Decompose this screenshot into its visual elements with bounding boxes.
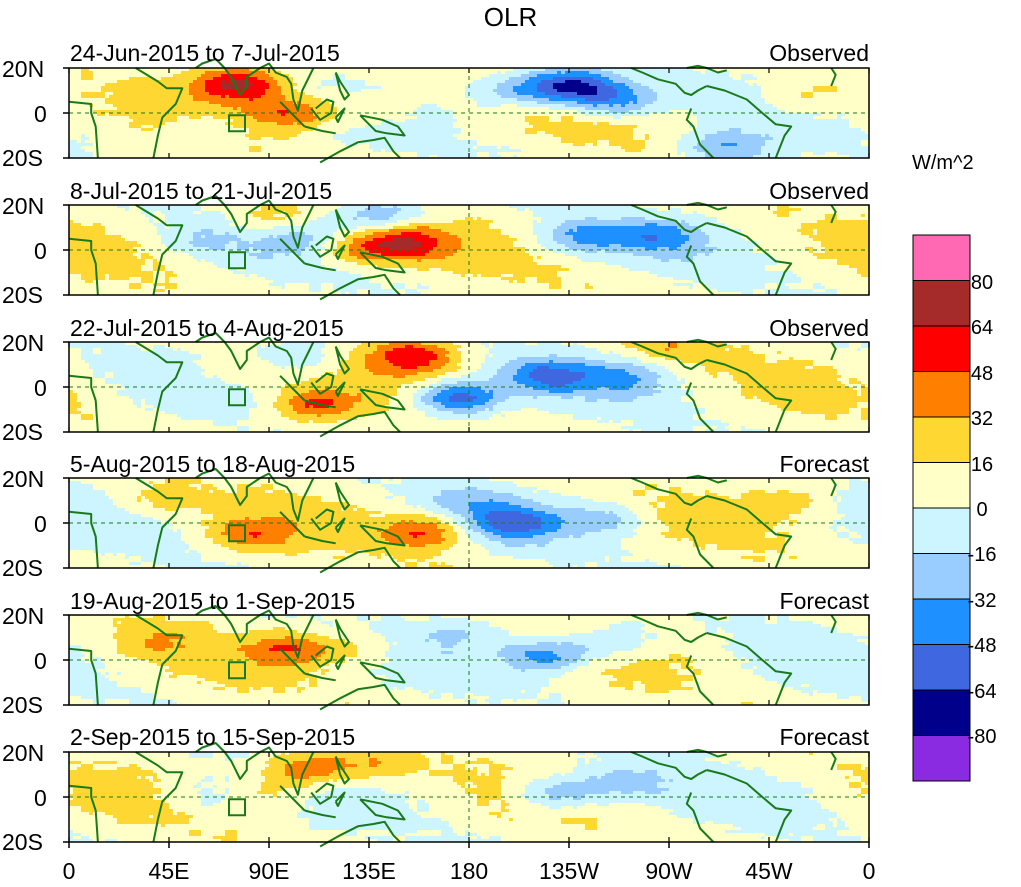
colorbar-label-32: 32	[971, 408, 993, 431]
lon-tick-45e: 45E	[149, 858, 190, 885]
panel-3-lat-0: 0	[34, 375, 94, 402]
panel-6-date-range: 2-Sep-2015 to 15-Sep-2015	[70, 724, 355, 751]
olr-figure	[0, 0, 1021, 887]
panel-5-lat-20n: 20N	[2, 603, 62, 630]
panel-6-lat-20n: 20N	[2, 740, 62, 767]
colorbar-swatch-6	[913, 508, 970, 554]
colorbar-units: W/m^2	[912, 152, 974, 175]
panel-2-date-range: 8-Jul-2015 to 21-Jul-2015	[70, 178, 332, 205]
panel-3-lat-20n: 20N	[2, 330, 62, 357]
panel-4-lat-0: 0	[34, 511, 94, 538]
colorbar-swatch-1	[913, 281, 970, 327]
lon-tick-135e: 135E	[342, 858, 396, 885]
panel-2-lat-20s: 20S	[2, 282, 62, 309]
colorbar-swatch-9	[913, 645, 970, 691]
lon-tick-0-end: 0	[863, 858, 876, 885]
panel-5-lat-20s: 20S	[2, 692, 62, 719]
lon-tick-135w: 135W	[539, 858, 599, 885]
lon-tick-0: 0	[63, 858, 76, 885]
colorbar-label-m16: -16	[968, 544, 997, 567]
panel-5-type: Forecast	[780, 588, 869, 615]
colorbar-swatch-0	[913, 235, 970, 281]
colorbar-swatch-10	[913, 690, 970, 736]
colorbar-swatch-5	[913, 463, 970, 509]
panel-1-date-range: 24-Jun-2015 to 7-Jul-2015	[70, 40, 340, 67]
panel-1-type: Observed	[769, 40, 869, 67]
colorbar-swatch-3	[913, 372, 970, 418]
panel-4-lat-20s: 20S	[2, 555, 62, 582]
panel-6-lat-0: 0	[34, 785, 94, 812]
panel-5-date-range: 19-Aug-2015 to 1-Sep-2015	[70, 588, 355, 615]
panel-1-lat-20s: 20S	[2, 145, 62, 172]
panel-2-type: Observed	[769, 178, 869, 205]
panel-2-lat-20n: 20N	[2, 193, 62, 220]
panel-1-lat-20n: 20N	[2, 56, 62, 83]
colorbar-label-m48: -48	[968, 635, 997, 658]
lon-tick-180: 180	[450, 858, 488, 885]
panel-3-lat-20s: 20S	[2, 419, 62, 446]
panel-6-type: Forecast	[780, 724, 869, 751]
colorbar-label-0: 0	[976, 499, 987, 522]
colorbar-label-m64: -64	[968, 681, 997, 704]
panel-5-lat-0: 0	[34, 648, 94, 675]
panel-4-date-range: 5-Aug-2015 to 18-Aug-2015	[70, 451, 355, 478]
colorbar-label-48: 48	[971, 363, 993, 386]
colorbar-label-16: 16	[971, 454, 993, 477]
colorbar-label-64: 64	[971, 317, 993, 340]
colorbar-label-m32: -32	[968, 590, 997, 613]
panel-4-type: Forecast	[780, 451, 869, 478]
colorbar-swatch-11	[913, 736, 970, 782]
figure-title: OLR	[0, 2, 1021, 33]
colorbar-label-80: 80	[971, 272, 993, 295]
panel-3-type: Observed	[769, 315, 869, 342]
lon-tick-90w: 90W	[645, 858, 692, 885]
colorbar-swatch-2	[913, 326, 970, 372]
lon-tick-45w: 45W	[745, 858, 792, 885]
panel-6-lat-20s: 20S	[2, 829, 62, 856]
panel-2-lat-0: 0	[34, 238, 94, 265]
panel-3-date-range: 22-Jul-2015 to 4-Aug-2015	[70, 315, 344, 342]
lon-tick-90e: 90E	[249, 858, 290, 885]
colorbar-label-m80: -80	[968, 726, 997, 749]
colorbar-swatch-7	[913, 554, 970, 600]
panel-1-lat-0: 0	[34, 101, 94, 128]
colorbar-swatch-4	[913, 417, 970, 463]
colorbar-swatch-8	[913, 599, 970, 645]
panel-4-lat-20n: 20N	[2, 466, 62, 493]
